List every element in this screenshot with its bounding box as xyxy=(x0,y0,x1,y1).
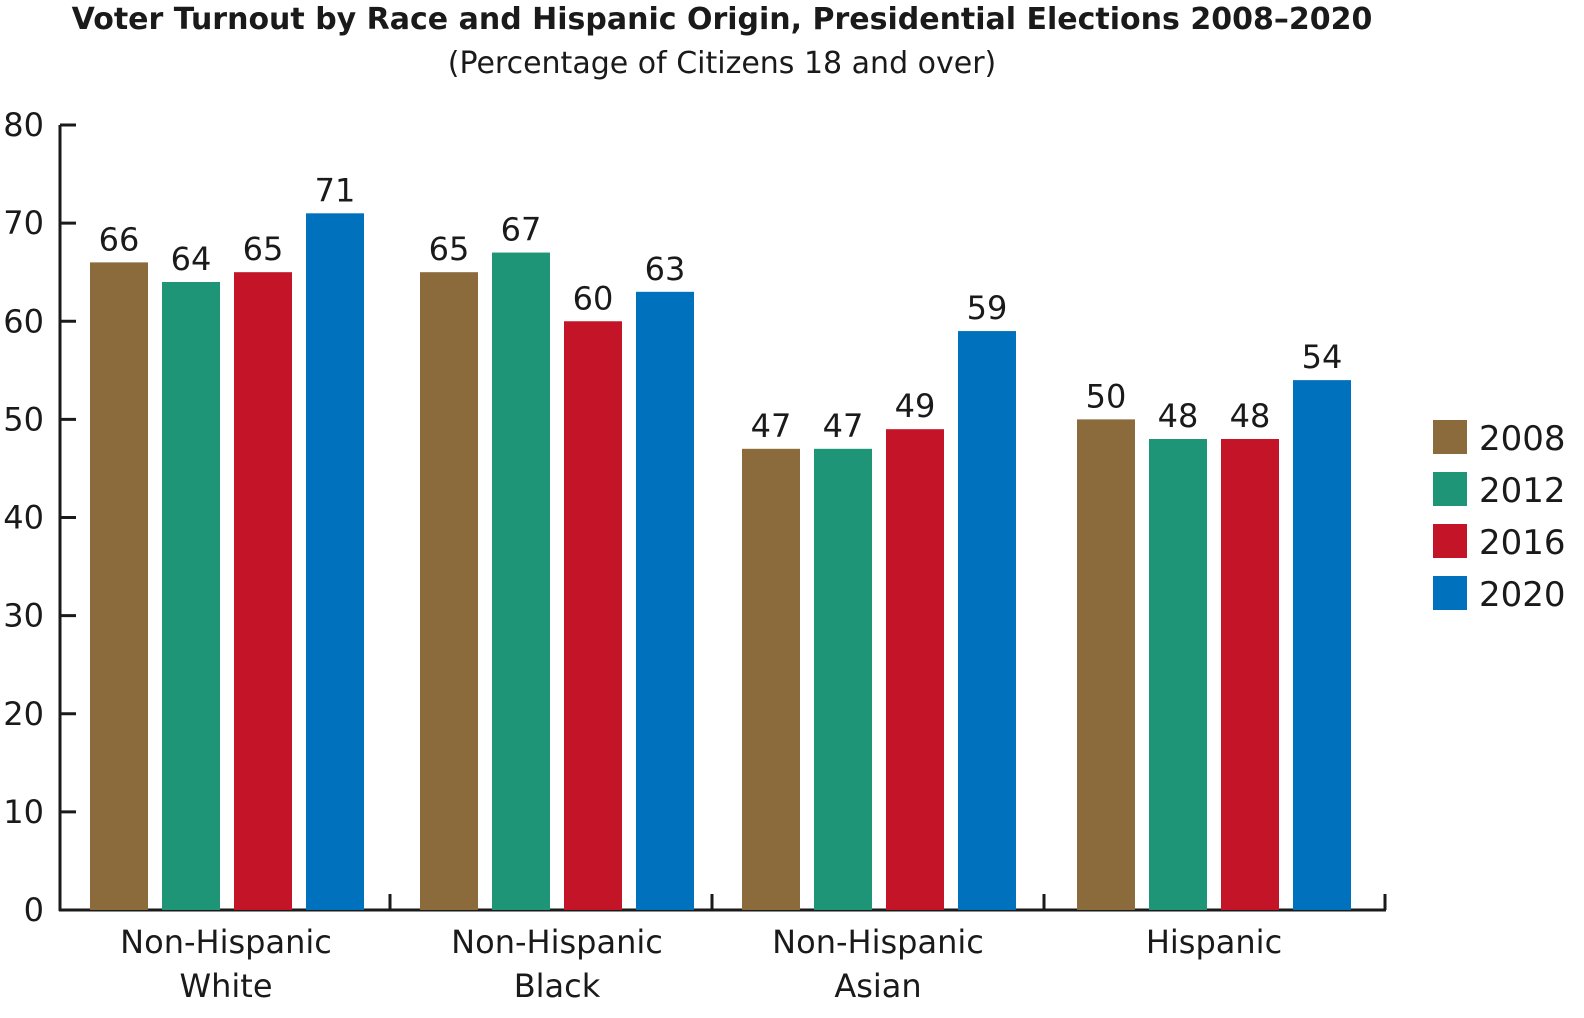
bars xyxy=(90,213,1351,910)
x-category-label: Hispanic xyxy=(1146,923,1282,961)
y-tick-label: 50 xyxy=(3,400,44,438)
data-label: 63 xyxy=(645,250,686,288)
legend-swatch xyxy=(1433,524,1467,558)
bar xyxy=(1221,439,1279,910)
x-category-label: Non-Hispanic xyxy=(772,923,984,961)
bar xyxy=(742,448,800,910)
data-labels: 66 64 65 71 65 67 60 63 47 47 49 59 50 48 48 54 xyxy=(99,171,1343,445)
x-category-label: Asian xyxy=(834,967,921,1005)
data-label: 48 xyxy=(1158,397,1199,435)
data-label: 59 xyxy=(967,289,1008,327)
legend-label: 2016 xyxy=(1479,523,1566,563)
y-tick-label: 0 xyxy=(24,891,44,929)
bar xyxy=(814,448,872,910)
bar xyxy=(958,331,1016,910)
data-label: 66 xyxy=(99,220,140,258)
bar xyxy=(234,272,292,910)
axes: 0 10 20 30 40 50 60 70 80 Non-Hispanic White Non-Hi… xyxy=(3,106,1387,1005)
legend-label: 2020 xyxy=(1479,575,1566,615)
bar xyxy=(1077,419,1135,910)
y-tick-label: 10 xyxy=(3,793,44,831)
bar xyxy=(1293,380,1351,910)
x-category-label: White xyxy=(179,967,272,1005)
data-label: 50 xyxy=(1086,377,1127,415)
bar xyxy=(420,272,478,910)
data-label: 49 xyxy=(895,387,936,425)
legend-label: 2008 xyxy=(1479,419,1566,459)
bar xyxy=(492,252,550,910)
data-label: 54 xyxy=(1302,338,1343,376)
legend-swatch xyxy=(1433,420,1467,454)
bar xyxy=(1149,439,1207,910)
x-category-label: Black xyxy=(514,967,601,1005)
x-category-label: Non-Hispanic xyxy=(120,923,332,961)
legend-label: 2012 xyxy=(1479,471,1566,511)
chart-title: Voter Turnout by Race and Hispanic Origi… xyxy=(71,2,1373,37)
data-label: 71 xyxy=(315,171,356,209)
y-tick-label: 30 xyxy=(3,597,44,635)
y-tick-label: 60 xyxy=(3,302,44,340)
chart-subtitle: (Percentage of Citizens 18 and over) xyxy=(447,46,997,81)
data-label: 65 xyxy=(429,230,470,268)
bar xyxy=(306,213,364,910)
data-label: 60 xyxy=(573,279,614,317)
data-label: 47 xyxy=(823,407,864,445)
data-label: 64 xyxy=(171,240,212,278)
bar xyxy=(564,321,622,910)
data-label: 67 xyxy=(501,211,542,249)
legend-swatch xyxy=(1433,576,1467,610)
bar xyxy=(636,291,694,910)
y-tick-label: 80 xyxy=(3,106,44,144)
bar xyxy=(90,262,148,910)
y-tick-label: 70 xyxy=(3,204,44,242)
legend: 2008 2012 2016 2020 xyxy=(1433,419,1566,615)
data-label: 47 xyxy=(751,407,792,445)
legend-swatch xyxy=(1433,472,1467,506)
y-tick-label: 40 xyxy=(3,499,44,537)
data-label: 65 xyxy=(243,230,284,268)
bar xyxy=(886,429,944,910)
y-tick-label: 20 xyxy=(3,695,44,733)
x-category-label: Non-Hispanic xyxy=(451,923,663,961)
data-label: 48 xyxy=(1230,397,1271,435)
bar xyxy=(162,282,220,910)
